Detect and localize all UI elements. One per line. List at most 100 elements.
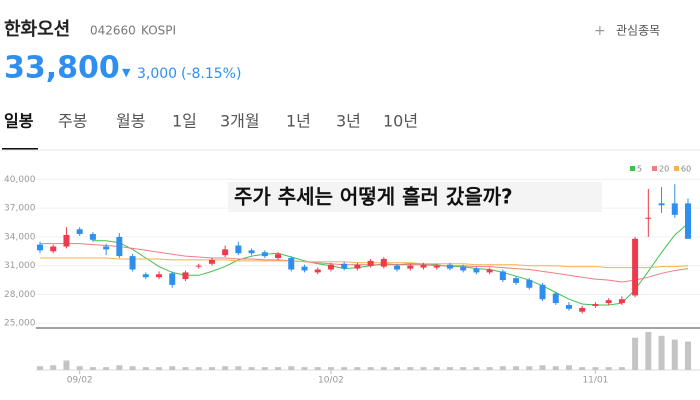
volume-bar xyxy=(486,367,493,370)
candle-body xyxy=(354,264,361,269)
ma-line xyxy=(40,243,689,283)
candle-body xyxy=(446,264,453,269)
candle-body xyxy=(632,238,639,296)
y-tick-label: 25,000 xyxy=(4,319,36,329)
tab[interactable]: 일봉 xyxy=(4,112,34,131)
candle-body xyxy=(341,263,348,269)
tab[interactable]: 1년 xyxy=(286,112,311,131)
tab[interactable]: 10년 xyxy=(383,112,418,131)
candle-body xyxy=(460,266,467,271)
legend-swatch xyxy=(652,166,657,171)
volume-bar xyxy=(142,367,149,370)
candle-body xyxy=(103,246,110,250)
candle-body xyxy=(565,304,572,309)
volume-bar xyxy=(235,366,242,370)
volume-bar xyxy=(341,367,348,370)
candle-body xyxy=(275,254,282,259)
volume-bar xyxy=(513,366,520,370)
candle-body xyxy=(195,265,202,267)
volume-bar xyxy=(645,332,652,370)
candle-body xyxy=(208,259,215,264)
candle-body xyxy=(142,274,149,278)
tab[interactable]: 월봉 xyxy=(116,112,145,131)
change: 3,000 xyxy=(137,66,177,82)
volume-bar xyxy=(103,367,110,370)
y-tick-label: 37,000 xyxy=(4,204,36,214)
ma-line xyxy=(40,257,689,269)
candle-body xyxy=(513,278,520,283)
plus-icon[interactable]: + xyxy=(594,23,606,39)
candle-body xyxy=(618,299,625,304)
legend-label: 5 xyxy=(637,165,642,174)
stock-code: 042660 xyxy=(90,24,136,38)
candle-body xyxy=(314,269,321,273)
price: 33,800 xyxy=(4,51,120,86)
candle-body xyxy=(552,293,559,304)
volume-bar xyxy=(129,366,136,370)
tab[interactable]: 3년 xyxy=(336,112,361,131)
y-tick-label: 31,000 xyxy=(4,261,36,271)
market: KOSPI xyxy=(141,24,176,38)
watch-button[interactable]: 관심종목 xyxy=(616,24,660,38)
volume-bar xyxy=(539,365,546,370)
legend-label: 20 xyxy=(659,165,669,174)
candle-body xyxy=(248,250,255,254)
volume-bar xyxy=(116,365,123,370)
candle-body xyxy=(261,252,268,257)
legend-swatch xyxy=(674,166,679,171)
down-arrow: ▼ xyxy=(122,66,131,79)
volume-bar xyxy=(499,366,506,370)
candle-body xyxy=(671,203,678,215)
change-pct: (-8.15%) xyxy=(181,66,241,82)
separator: · xyxy=(133,24,137,38)
volume-bar xyxy=(658,335,665,370)
candle-body xyxy=(129,256,136,270)
volume-bar xyxy=(76,366,83,370)
volume-bar xyxy=(592,367,599,370)
candle-body xyxy=(539,284,546,300)
tabs: 일봉 주봉 월봉 1일 3개월 1년 3년 10년 xyxy=(2,112,418,150)
volume-bar xyxy=(394,367,401,370)
chart: 25,000 28,000 31,000 34,000 37,000 40,000 09/0… xyxy=(4,165,700,386)
volume-bar xyxy=(632,337,639,370)
candle-body xyxy=(526,280,533,288)
volume-bar xyxy=(579,367,586,370)
candle-body xyxy=(235,245,242,254)
tab[interactable]: 1일 xyxy=(172,112,197,131)
volume-bar xyxy=(605,367,612,370)
volume-bar xyxy=(195,367,202,370)
candle-body xyxy=(605,300,612,304)
volume-bar xyxy=(63,360,70,370)
candle-body xyxy=(50,246,57,252)
volume-bar xyxy=(473,367,480,370)
volume-bar xyxy=(407,367,414,370)
y-tick-label: 40,000 xyxy=(4,175,36,185)
volume-bar xyxy=(526,366,533,370)
volume-bar xyxy=(327,367,334,370)
volume-bar xyxy=(367,367,374,370)
candle-body xyxy=(407,265,414,269)
x-tick-label: 09/02 xyxy=(67,376,93,386)
volume-bar xyxy=(565,365,572,370)
volume-bar xyxy=(685,341,691,370)
candle-body xyxy=(327,264,334,270)
candle-body xyxy=(473,268,480,273)
volume-bar xyxy=(420,367,427,370)
volume-bar xyxy=(301,367,308,370)
legend-swatch xyxy=(630,166,635,171)
candle-body xyxy=(37,244,43,251)
candle-body xyxy=(380,258,387,267)
volume-bar xyxy=(222,366,229,370)
annotation: 주가 추세는 어떻게 흘러 갔을까? xyxy=(234,185,513,209)
volume-bar xyxy=(380,367,387,370)
tab[interactable]: 3개월 xyxy=(220,112,260,131)
candle-body xyxy=(63,234,70,247)
volume-bar xyxy=(261,367,268,370)
volume-bar xyxy=(446,367,453,370)
tab[interactable]: 주봉 xyxy=(58,112,87,131)
candle-body xyxy=(592,304,599,306)
volume-bar xyxy=(671,339,678,370)
candle-body xyxy=(433,265,440,268)
